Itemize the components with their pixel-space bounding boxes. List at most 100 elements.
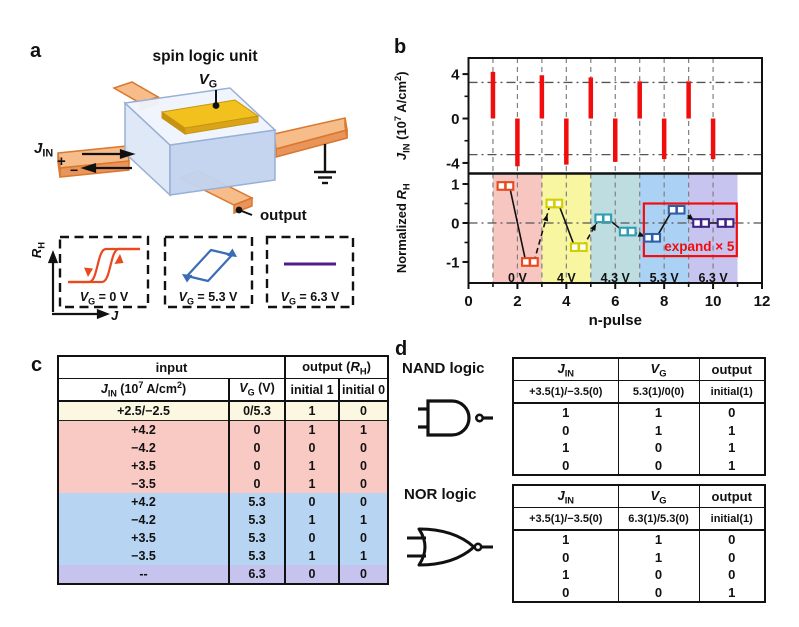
- x-tick-label: 10: [705, 293, 722, 310]
- table-cell: 1: [617, 548, 699, 567]
- data-square: [496, 181, 507, 191]
- ground-icon: [314, 144, 336, 185]
- bottom-y-axis-title: Normalized RH: [394, 183, 412, 273]
- data-square: [553, 198, 564, 209]
- table-cell: 0: [284, 565, 340, 584]
- data-square: [602, 213, 613, 224]
- table-cell: 1: [698, 421, 765, 440]
- table-cell: 1: [284, 547, 340, 565]
- table-cell: +3.5: [58, 529, 229, 547]
- table-cell: 1: [617, 530, 699, 549]
- y-tick-label: 0: [451, 215, 459, 232]
- table-row: −3.5 0 1 0: [58, 475, 389, 493]
- table-cell: 1: [562, 532, 570, 548]
- top-y-axis-title: JIN (107 A/cm2): [393, 71, 412, 160]
- table-cell: 1: [698, 439, 765, 457]
- data-square: [724, 218, 735, 228]
- band-label: 4.3 V: [601, 271, 631, 285]
- table-cell: 1: [284, 457, 340, 475]
- connector-line: [557, 203, 576, 248]
- table-cell: 0: [617, 439, 699, 457]
- table-cell: 1: [338, 547, 389, 565]
- panel-d-label: d: [395, 338, 408, 360]
- x-tick-label: 2: [513, 293, 521, 310]
- table-cell: 1: [698, 456, 765, 476]
- data-square: [569, 242, 580, 252]
- table-cell: 5.3: [227, 493, 286, 511]
- y-tick-label: 0: [451, 111, 459, 128]
- table-row: +4.2 0 1 1: [58, 420, 389, 439]
- table-cell: 1: [338, 420, 389, 439]
- table-cell: initial(1): [698, 380, 765, 404]
- table-cell: −3.5: [58, 475, 229, 493]
- nand-truth-table: JIN VG output +3.5(1)/−3.5(0) 5.3(1)/0(0) ini…: [512, 357, 766, 477]
- table-cell: 1: [617, 403, 699, 422]
- table-cell: 5.3(1)/0(0): [617, 380, 699, 404]
- data-square: [529, 257, 539, 267]
- data-square: [700, 218, 710, 228]
- table-cell: 0: [338, 529, 389, 547]
- table-cell: −3.5: [58, 547, 229, 565]
- data-square: [667, 204, 678, 215]
- table-cell: +3.5(1)/−3.5(0): [513, 507, 618, 531]
- nor-title: NOR logic: [404, 486, 477, 503]
- x-tick-label: 8: [660, 293, 668, 310]
- table-cell: 1: [562, 567, 570, 583]
- nand-title: NAND logic: [402, 360, 485, 377]
- nor-truth-table: JIN VG output +3.5(1)/−3.5(0) 6.3(1)/5.3(0) i…: [512, 484, 766, 604]
- table-cell: 1: [338, 511, 389, 529]
- table-cell: −4.2: [58, 511, 229, 529]
- data-square: [577, 242, 588, 252]
- table-cell: 1: [617, 421, 699, 440]
- table-row: +3.5 5.3 0 0: [58, 529, 389, 547]
- expand-box-label: expand × 5: [664, 239, 735, 254]
- table-cell: input: [58, 356, 286, 379]
- x-tick-label: 4: [562, 293, 571, 310]
- wide-hysteresis-loop: [68, 247, 140, 284]
- table-cell: 0: [562, 422, 570, 438]
- table-cell: 0: [698, 548, 765, 567]
- table-cell: 1: [698, 583, 765, 603]
- table-cell: output: [698, 358, 765, 381]
- table-cell: 0: [284, 529, 340, 547]
- nand-gate-icon: [418, 399, 493, 437]
- device-title: spin logic unit: [152, 48, 258, 65]
- table-row: −4.2 0 0 0: [58, 439, 389, 457]
- inset-caption-6-3v: VG = 6.3 V: [281, 290, 340, 307]
- table-cell: +3.5: [58, 457, 229, 475]
- expand-box: [642, 202, 738, 258]
- table-row: −3.5 5.3 1 1: [58, 547, 389, 565]
- table-cell: 0: [338, 457, 389, 475]
- inset-x-axis-label: J: [111, 308, 119, 323]
- x-tick-label: 6: [611, 293, 619, 310]
- table-cell: 0: [338, 493, 389, 511]
- inset-box-0v: [58, 235, 150, 309]
- table-cell: 0: [338, 475, 389, 493]
- inset-box-6-3v: [265, 235, 355, 309]
- y-tick-label: 1: [451, 177, 459, 194]
- data-square: [716, 218, 727, 228]
- data-square: [545, 198, 556, 209]
- table-cell: 5.3: [227, 529, 286, 547]
- table-cell: VG: [617, 485, 699, 508]
- table-cell: 1: [284, 420, 340, 439]
- ground-electrode: [273, 117, 348, 158]
- gate-pad: [160, 99, 260, 135]
- plus-sign: +: [57, 153, 66, 170]
- y-tick-label: -1: [446, 254, 459, 271]
- current-arrows: [80, 148, 136, 174]
- table-cell: 0: [227, 475, 286, 493]
- table-cell: +4.2: [58, 420, 229, 439]
- table-cell: 0: [284, 439, 340, 457]
- table-cell: +3.5(1)/−3.5(0): [513, 380, 618, 404]
- table-cell: 1: [284, 475, 340, 493]
- input-electrode: [57, 145, 130, 178]
- table-cell: 1: [562, 440, 570, 456]
- inset-y-axis-label: RH: [29, 242, 47, 258]
- output-label: output: [260, 207, 307, 224]
- panel-c-label: c: [31, 354, 43, 376]
- table-cell: +2.5/−2.5: [58, 401, 229, 421]
